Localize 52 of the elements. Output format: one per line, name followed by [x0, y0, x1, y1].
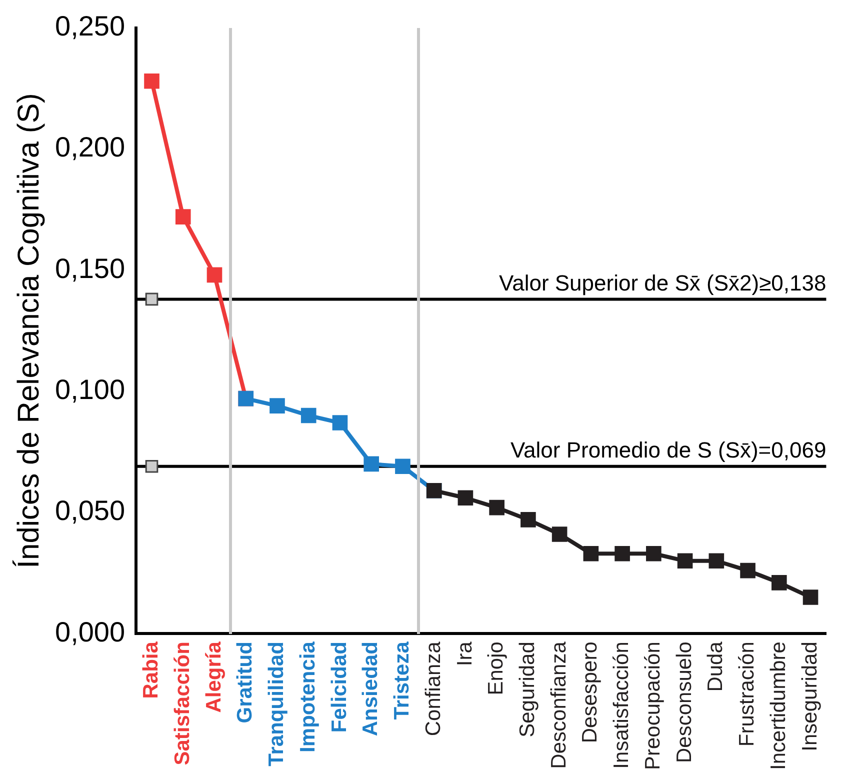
- point: [395, 458, 410, 474]
- x-tick-label: Inseguridad: [798, 642, 822, 752]
- point: [206, 267, 222, 283]
- point: [332, 415, 348, 430]
- point: [646, 546, 662, 562]
- x-tick-label: Gratitud: [234, 642, 257, 724]
- x-tick-label: Confianza: [422, 641, 445, 736]
- x-tick-label: Ansiedad: [359, 642, 382, 736]
- point: [552, 526, 568, 542]
- y-tick-label: 0,050: [54, 495, 126, 526]
- x-tick-label: Duda: [704, 641, 728, 692]
- ref-line-label: Valor Promedio de S (Sx̄)=0,069: [510, 437, 826, 462]
- point: [614, 546, 630, 562]
- x-tick-label: Felicidad: [328, 642, 351, 733]
- x-tick-label: Alegría: [202, 641, 226, 713]
- point: [520, 512, 536, 528]
- y-axis-title: Índices de Relevancia Cognitiva (S): [11, 93, 46, 568]
- x-tick-label: Insatisfacción: [610, 642, 634, 769]
- x-tick-label: Preocupación: [641, 642, 664, 770]
- y-tick-label: 0,200: [54, 132, 126, 163]
- point: [772, 575, 787, 590]
- x-tick-label: Seguridad: [516, 642, 539, 738]
- y-tick-label: 0,150: [54, 252, 126, 284]
- x-tick-label: Desconfianza: [547, 641, 570, 769]
- x-tick-label: Tristeza: [390, 641, 414, 720]
- point: [300, 408, 316, 424]
- point: [677, 553, 693, 569]
- x-tick-label: Incertidumbre: [766, 642, 790, 770]
- x-tick-label: Ira: [453, 641, 476, 666]
- point: [583, 546, 599, 562]
- x-tick-label: Frustración: [736, 642, 759, 747]
- ref-line-label: Valor Superior de Sx̄ (Sx̄2)≥0,138: [499, 270, 826, 296]
- x-tick-label: Enojo: [484, 642, 508, 696]
- x-tick-label: Rabia: [140, 641, 163, 699]
- point: [144, 73, 160, 89]
- x-tick-label: Impotencia: [296, 641, 320, 752]
- point: [145, 292, 158, 306]
- point: [802, 590, 818, 605]
- point: [270, 398, 285, 414]
- point: [175, 209, 191, 224]
- y-tick-label: 0,250: [54, 10, 126, 42]
- point: [708, 553, 724, 569]
- point: [364, 456, 379, 472]
- point: [489, 500, 504, 516]
- x-tick-label: Satisfacción: [170, 642, 194, 766]
- x-tick-label: Desconsuelo: [672, 642, 696, 763]
- point: [740, 562, 756, 578]
- x-tick-label: Desespero: [578, 642, 602, 744]
- y-tick-label: 0,100: [54, 374, 126, 405]
- y-tick-label: 0,000: [54, 616, 126, 648]
- x-tick-label: Tranquilidad: [265, 642, 288, 766]
- point: [458, 490, 474, 506]
